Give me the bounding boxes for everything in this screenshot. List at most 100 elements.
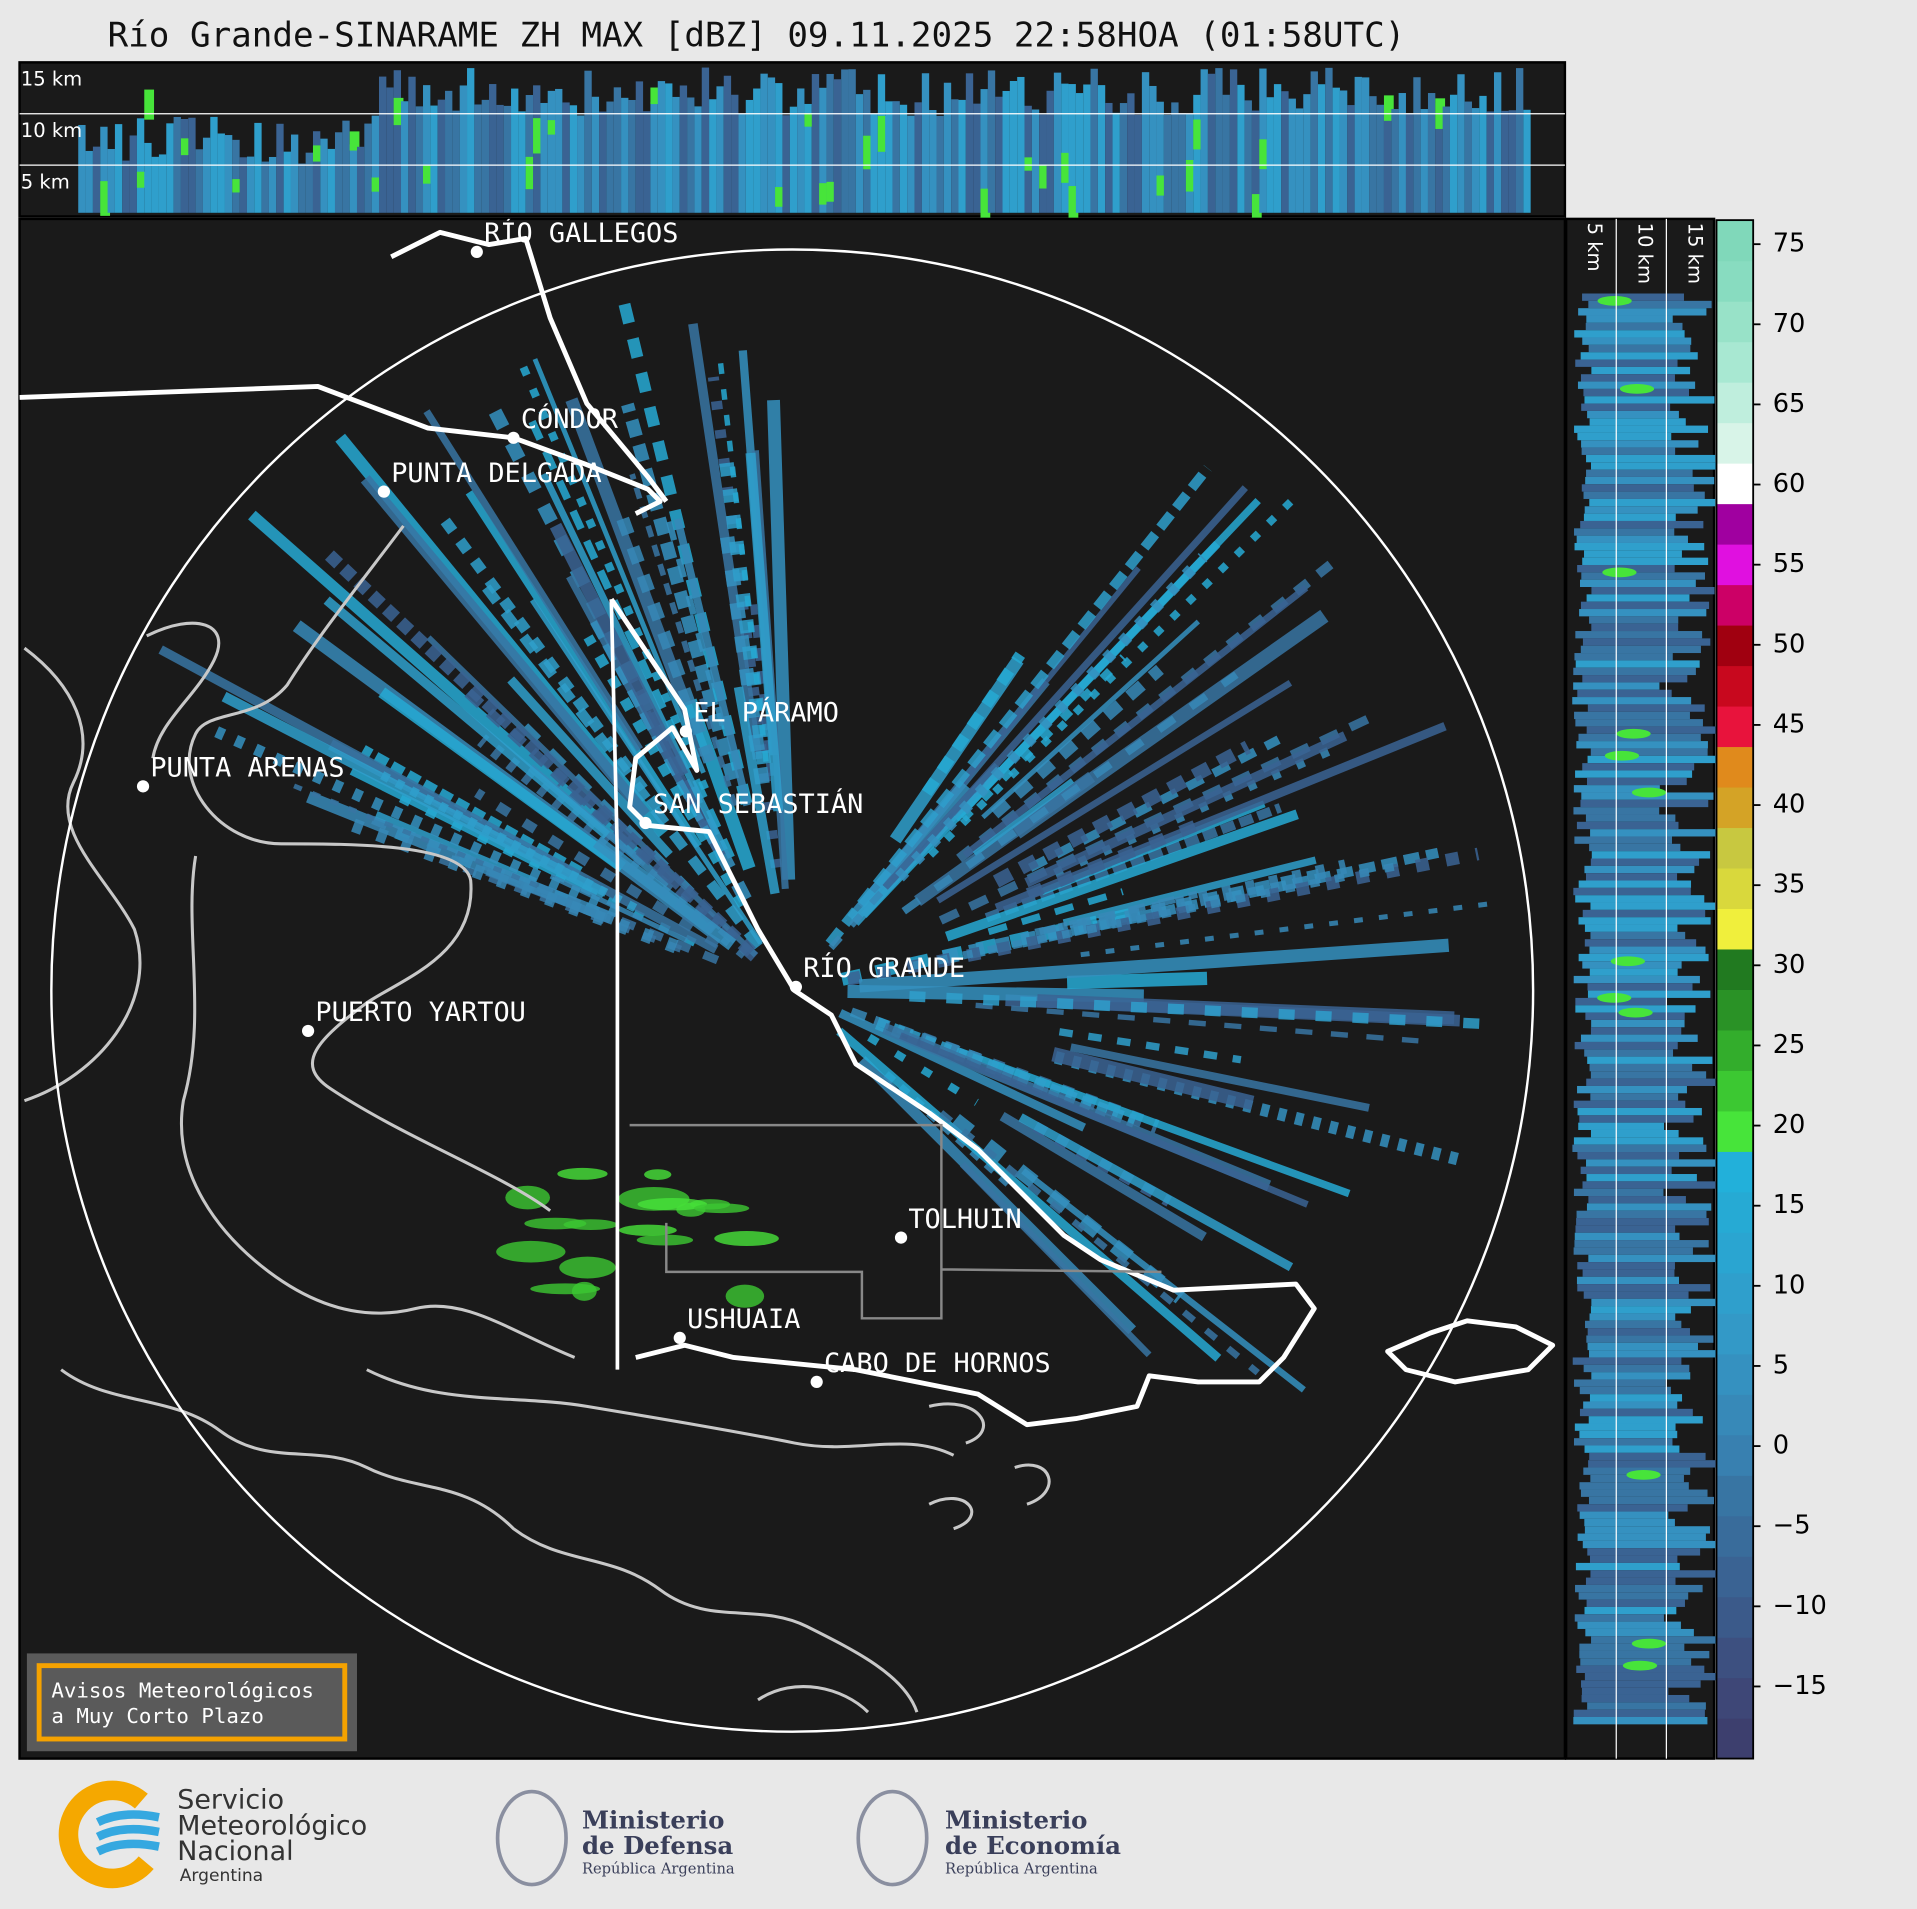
echo-column	[1075, 93, 1084, 213]
echo-ray	[1028, 735, 1281, 872]
echo-column	[1119, 103, 1128, 213]
echo-column	[1317, 84, 1326, 213]
colorbar-segment	[1716, 1394, 1754, 1436]
echo-cell	[1061, 152, 1071, 183]
echo-row	[1584, 939, 1697, 947]
echo-cell	[371, 177, 382, 192]
echo-column	[151, 156, 159, 213]
echo-row	[1577, 1262, 1675, 1270]
echo-column	[1178, 113, 1186, 213]
echo-row	[1577, 1533, 1706, 1541]
coastline	[757, 1685, 870, 1714]
colorbar-segment	[1716, 1515, 1754, 1557]
echo-ray	[962, 584, 1309, 858]
colorbar-segment	[1716, 705, 1754, 748]
echo-column	[657, 81, 666, 213]
echo-column	[672, 96, 680, 213]
echo-column	[892, 101, 900, 213]
echo-column	[386, 87, 394, 213]
echo-row	[1584, 1445, 1680, 1453]
echo-cell	[1193, 119, 1204, 150]
echo-column	[547, 90, 556, 213]
echo-ray	[858, 938, 1450, 993]
colorbar-segment	[1716, 382, 1754, 424]
echo-row	[1589, 843, 1681, 852]
echo-cell	[1631, 787, 1667, 798]
echo-column	[1281, 91, 1289, 213]
echo-row	[1582, 638, 1711, 646]
echo-column	[1295, 108, 1304, 213]
echo-ray	[912, 861, 1404, 970]
notice-text: a Muy Corto Plazo	[51, 1704, 264, 1728]
echo-row	[1590, 931, 1686, 940]
echo-ray	[867, 1033, 979, 1106]
echo-row	[1584, 550, 1682, 558]
echo-column	[973, 103, 981, 213]
echo-ray	[621, 402, 740, 782]
echo-column	[1273, 84, 1282, 213]
echo-ray	[921, 651, 1026, 796]
echo-column	[408, 76, 416, 213]
echo-row	[1580, 352, 1698, 360]
echo-row	[1582, 1269, 1675, 1277]
echo-column	[290, 134, 299, 213]
echo-column	[569, 105, 578, 213]
echo-row	[1578, 880, 1692, 888]
echo-column	[1325, 67, 1333, 213]
echo-ray	[378, 687, 627, 872]
echo-row	[1573, 1247, 1693, 1255]
echo-ray	[838, 1009, 1087, 1132]
colorbar-tick-label: 75	[1773, 229, 1806, 259]
echo-cell	[136, 171, 147, 188]
coastline	[146, 621, 221, 759]
echo-column	[826, 73, 834, 213]
echo-column	[1046, 90, 1054, 213]
echo-row	[1589, 1394, 1683, 1402]
echo-row	[1582, 293, 1684, 301]
echo-ray	[1024, 731, 1348, 888]
echo-row	[1590, 1129, 1679, 1138]
echo-row	[1573, 1137, 1704, 1145]
echo-column	[518, 111, 526, 213]
echo-column	[1464, 101, 1472, 213]
echo-column	[1354, 76, 1362, 213]
echo-ray	[733, 686, 780, 895]
echo-row	[1587, 704, 1705, 712]
echo-ray	[532, 358, 706, 774]
echo-column	[342, 120, 350, 213]
echo-column	[349, 144, 357, 213]
echo-column	[1420, 109, 1428, 213]
radar-echoes	[158, 297, 1498, 1393]
echo-ray	[306, 791, 616, 925]
echo-ray	[1051, 1047, 1255, 1110]
echo-column	[621, 97, 629, 213]
echo-row	[1577, 1085, 1687, 1094]
echo-row	[1584, 1606, 1677, 1615]
city-label: PUNTA ARENAS	[150, 753, 344, 784]
echo-row	[1575, 1225, 1676, 1233]
echo-row	[1584, 1672, 1717, 1681]
echo-row	[1589, 1555, 1678, 1563]
city-label: TOLHUIN	[908, 1204, 1021, 1235]
echo-row	[1586, 1174, 1697, 1182]
height-label: 15 km	[21, 68, 82, 91]
colorbar-segment	[1716, 1110, 1754, 1152]
echo-row	[1590, 858, 1700, 866]
colorbar-segment	[1716, 867, 1754, 909]
echo-row	[1575, 770, 1693, 778]
echo-column	[312, 131, 321, 213]
echo-row	[1587, 1056, 1713, 1064]
echo-row	[1580, 601, 1710, 610]
height-label: 5 km	[21, 170, 70, 193]
echo-row	[1586, 315, 1673, 323]
colorbar-segment	[1716, 827, 1754, 869]
colorbar-segment	[1716, 1232, 1754, 1274]
top-panel-echoes	[78, 67, 1531, 225]
echo-row	[1590, 1093, 1679, 1101]
echo-column	[217, 133, 225, 213]
city-label: SAN SEBASTIÁN	[653, 788, 863, 820]
echo-row	[1582, 909, 1706, 918]
echo-row	[1591, 1019, 1685, 1028]
echo-ray	[673, 518, 751, 807]
